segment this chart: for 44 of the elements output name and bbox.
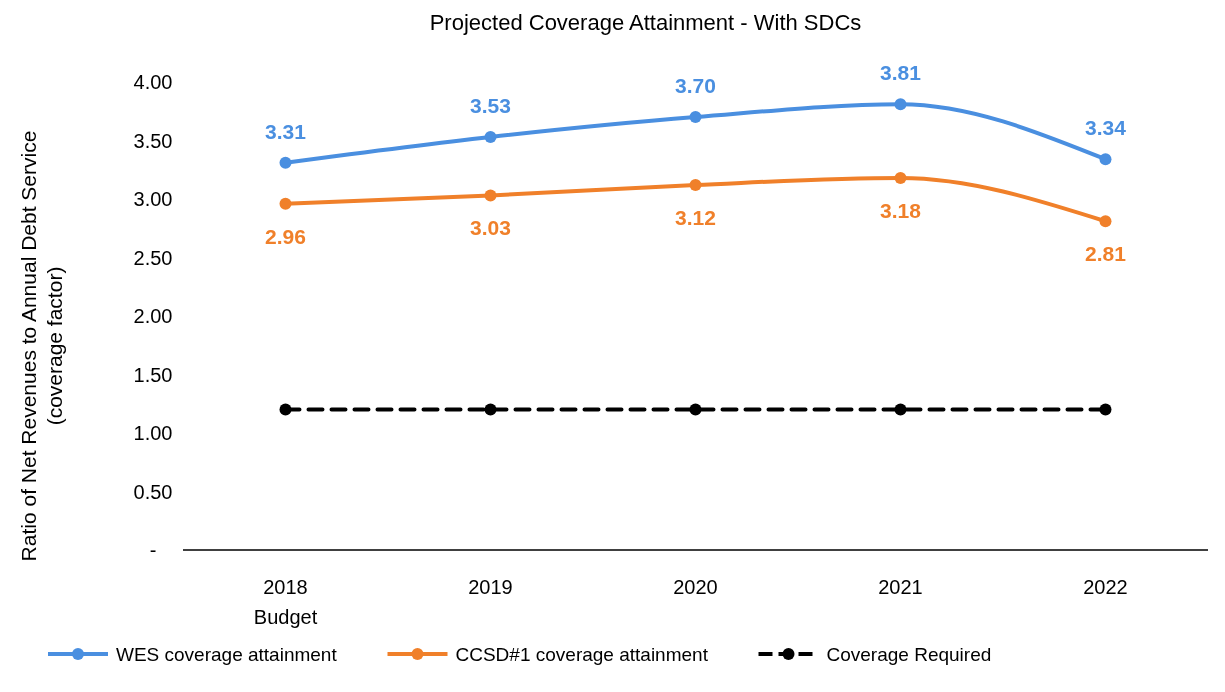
point [689,111,702,124]
x-tick-label: 2021 [878,576,923,598]
chart-title: Projected Coverage Attainment - With SDCs [429,10,862,35]
data-label: 2.96 [265,224,306,248]
point [1099,153,1112,166]
data-label: 3.81 [880,61,922,85]
point [689,178,702,191]
point [279,403,292,416]
y-tick-label: 1.00 [133,422,173,444]
point [484,403,497,416]
y-tick-label: 2.00 [133,305,173,327]
data-label: 3.34 [1085,116,1127,140]
y-tick-label: 1.50 [133,363,173,386]
data-label: 3.53 [470,93,511,117]
legend-label: WES coverage attainment [116,643,338,665]
y-tick-label: 3.00 [133,188,173,210]
data-label: 3.03 [470,216,511,240]
point [484,189,497,202]
x-tick-label: 2019 [468,576,513,598]
point [1099,215,1112,228]
point [279,197,292,210]
point [484,130,497,143]
point [689,403,702,416]
data-label: 3.31 [265,119,307,143]
y-axis-title: Ratio of Net Revenues to Annual Debt Service (coverage factor) [17,130,66,562]
data-label: 3.18 [880,198,922,222]
legend-label: Coverage Required [826,643,992,665]
x-tick-label: 2022 [1083,576,1128,598]
x-tick-label: 2018 Budget [253,576,318,628]
y-tick-label: 4.00 [133,71,173,93]
point [894,403,907,416]
y-tick-label: 3.50 [133,129,173,152]
y-tick-label: 0.50 [133,480,173,503]
y-tick-label: - [149,539,157,561]
point [1099,403,1112,416]
point [894,98,907,111]
data-label: 2.81 [1085,242,1127,266]
legend-label: CCSD#1 coverage attainment [455,643,709,665]
data-label: 3.70 [675,74,716,98]
data-label: 3.12 [675,205,716,229]
point [894,171,907,184]
point [279,156,292,169]
x-tick-label: 2020 [673,576,718,598]
y-tick-label: 2.50 [133,246,173,269]
